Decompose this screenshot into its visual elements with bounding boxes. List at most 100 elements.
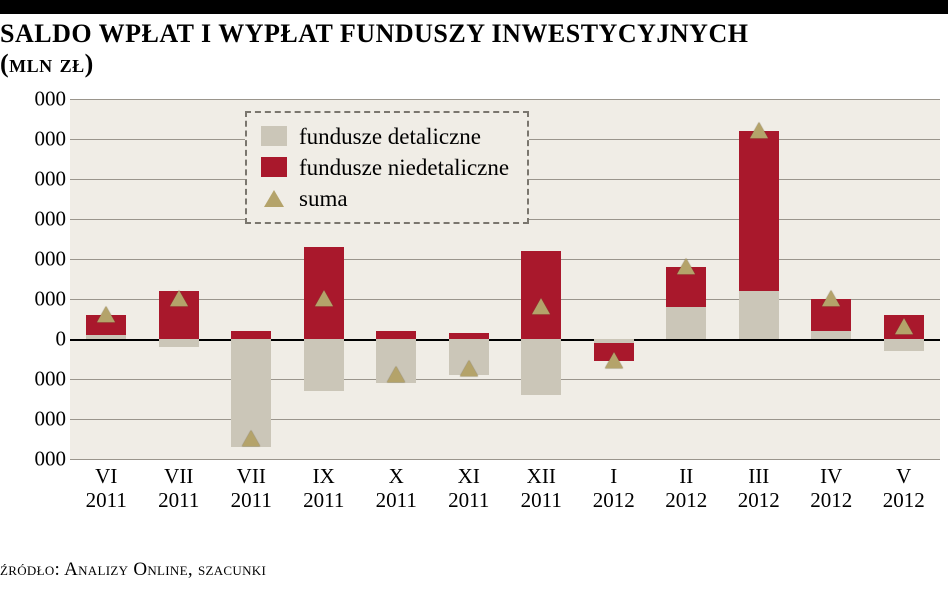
source-attribution: źródło: Analizy Online, szacunki: [0, 559, 266, 581]
suma-marker: [605, 352, 623, 368]
gridline: [70, 379, 940, 380]
y-tick-label: 000: [6, 126, 66, 151]
suma-marker: [170, 290, 188, 306]
bar-niedetaliczne: [231, 331, 271, 339]
suma-marker: [315, 290, 333, 306]
x-tick-line1: XI: [433, 464, 506, 488]
y-tick-label: 000: [6, 86, 66, 111]
bar-slot: [884, 99, 924, 459]
y-tick-label: 000: [6, 286, 66, 311]
x-tick-label: XI2011: [433, 464, 506, 512]
x-tick-label: VII2011: [215, 464, 288, 512]
x-tick-label: IV2012: [795, 464, 868, 512]
legend-item-suma: suma: [261, 183, 509, 214]
x-tick-line1: IX: [288, 464, 361, 488]
x-tick-line2: 2012: [578, 488, 651, 512]
chart-title: Saldo wpłat i wypłat funduszy inwestycyj…: [0, 20, 948, 49]
y-tick-label: 0: [6, 326, 66, 351]
x-tick-label: X2011: [360, 464, 433, 512]
suma-marker: [387, 366, 405, 382]
bar-detaliczne: [666, 307, 706, 339]
x-tick-label: II2012: [650, 464, 723, 512]
x-tick-line2: 2012: [650, 488, 723, 512]
bar-detaliczne: [884, 339, 924, 351]
x-tick-line1: II: [650, 464, 723, 488]
x-tick-line1: III: [723, 464, 796, 488]
bar-detaliczne: [86, 335, 126, 339]
x-tick-label: IX2011: [288, 464, 361, 512]
x-tick-line2: 2011: [505, 488, 578, 512]
suma-marker: [460, 360, 478, 376]
legend-label-suma: suma: [299, 183, 348, 214]
legend-label-detaliczne: fundusze detaliczne: [299, 121, 481, 152]
y-tick-label: 000: [6, 366, 66, 391]
x-tick-line2: 2011: [70, 488, 143, 512]
chart-container: fundusze detaliczne fundusze niedetalicz…: [0, 89, 948, 529]
x-tick-line2: 2011: [288, 488, 361, 512]
gridline: [70, 419, 940, 420]
bar-slot: [811, 99, 851, 459]
suma-marker: [895, 318, 913, 334]
x-tick-line1: X: [360, 464, 433, 488]
bar-slot: [739, 99, 779, 459]
bar-detaliczne: [739, 291, 779, 339]
bar-detaliczne: [304, 339, 344, 391]
legend-label-niedetaliczne: fundusze niedetaliczne: [299, 152, 509, 183]
x-tick-line2: 2011: [433, 488, 506, 512]
gridline: [70, 259, 940, 260]
gridline: [70, 339, 940, 341]
x-tick-line2: 2012: [723, 488, 796, 512]
x-tick-label: III2012: [723, 464, 796, 512]
x-tick-label: V2012: [868, 464, 941, 512]
legend-box: fundusze detaliczne fundusze niedetalicz…: [245, 111, 529, 224]
suma-marker: [97, 306, 115, 322]
gridline: [70, 99, 940, 100]
gridline: [70, 459, 940, 460]
suma-marker: [677, 258, 695, 274]
x-tick-label: XII2011: [505, 464, 578, 512]
x-tick-line2: 2012: [795, 488, 868, 512]
triangle-icon: [264, 190, 284, 207]
gridline: [70, 299, 940, 300]
y-tick-label: 000: [6, 446, 66, 471]
x-tick-line1: V: [868, 464, 941, 488]
suma-marker: [532, 298, 550, 314]
x-tick-line1: VI: [70, 464, 143, 488]
x-tick-line1: XII: [505, 464, 578, 488]
bar-slot: [86, 99, 126, 459]
suma-marker: [242, 430, 260, 446]
x-tick-line2: 2011: [360, 488, 433, 512]
y-tick-label: 000: [6, 166, 66, 191]
plot-area: fundusze detaliczne fundusze niedetalicz…: [70, 99, 940, 459]
bar-niedetaliczne: [521, 251, 561, 339]
x-tick-line1: VII: [143, 464, 216, 488]
suma-marker: [822, 290, 840, 306]
y-tick-label: 000: [6, 246, 66, 271]
y-tick-label: 000: [6, 206, 66, 231]
title-block: Saldo wpłat i wypłat funduszy inwestycyj…: [0, 14, 948, 79]
bar-detaliczne: [521, 339, 561, 395]
x-tick-line2: 2011: [143, 488, 216, 512]
legend-item-niedetaliczne: fundusze niedetaliczne: [261, 152, 509, 183]
x-tick-line1: VII: [215, 464, 288, 488]
x-tick-label: VI2011: [70, 464, 143, 512]
y-tick-label: 000: [6, 406, 66, 431]
bar-niedetaliczne: [739, 131, 779, 291]
top-border-bar: [0, 0, 948, 14]
bar-slot: [666, 99, 706, 459]
bar-niedetaliczne: [376, 331, 416, 339]
bar-slot: [594, 99, 634, 459]
chart-subtitle: (mln zł): [0, 49, 948, 79]
x-tick-line2: 2011: [215, 488, 288, 512]
x-tick-label: VII2011: [143, 464, 216, 512]
bar-slot: [159, 99, 199, 459]
x-tick-line1: I: [578, 464, 651, 488]
bar-detaliczne: [159, 339, 199, 347]
x-tick-line2: 2012: [868, 488, 941, 512]
legend-item-detaliczne: fundusze detaliczne: [261, 121, 509, 152]
x-tick-label: I2012: [578, 464, 651, 512]
swatch-niedetaliczne: [261, 157, 287, 177]
x-tick-line1: IV: [795, 464, 868, 488]
suma-marker: [750, 122, 768, 138]
bar-detaliczne: [811, 331, 851, 339]
